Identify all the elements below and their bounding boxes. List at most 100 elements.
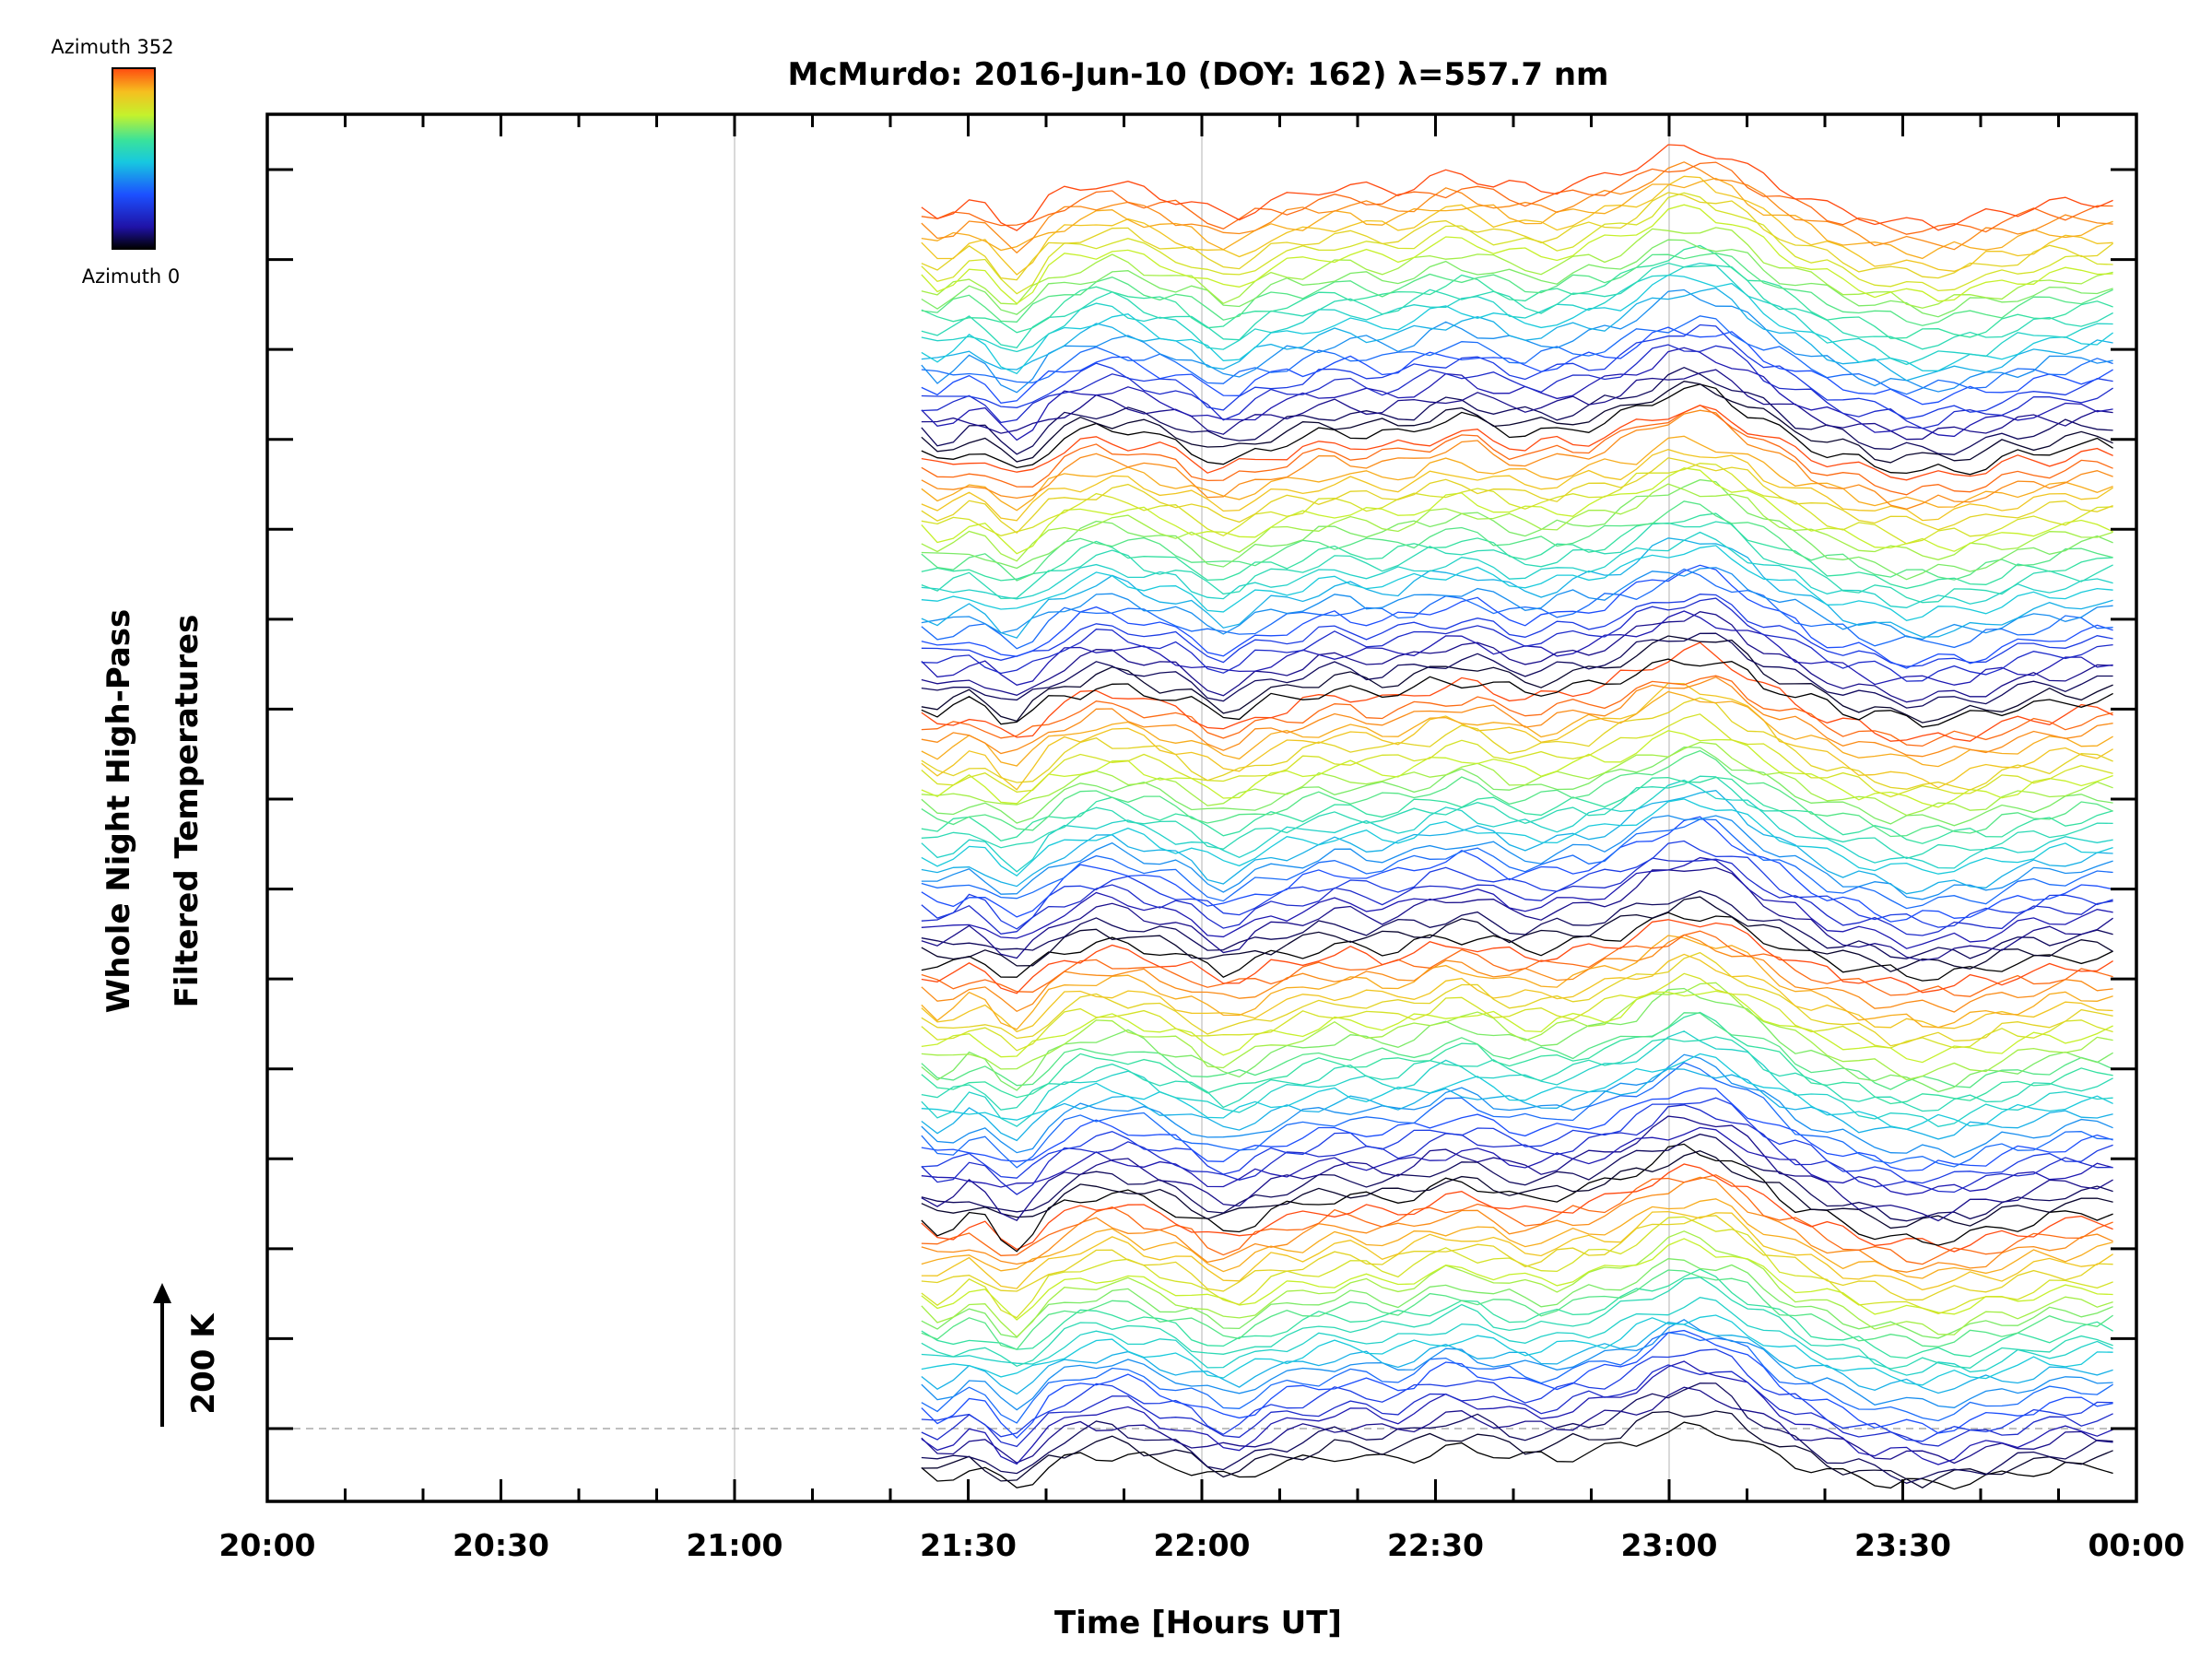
series-line-52 bbox=[921, 912, 2113, 982]
series-line-83 bbox=[921, 597, 2113, 682]
colorbar-top-label: Azimuth 352 bbox=[51, 36, 173, 58]
x-tick-labels: 20:00 20:30 21:00 21:30 22:00 22:30 23:00 23:30… bbox=[218, 1527, 2184, 1563]
series-line-124 bbox=[921, 192, 2113, 281]
x-tick-label-0: 20:00 bbox=[218, 1527, 315, 1563]
series-line-71 bbox=[921, 713, 2113, 798]
series-line-18 bbox=[921, 1238, 2113, 1321]
series-line-16 bbox=[921, 1258, 2113, 1339]
series-line-8 bbox=[921, 1332, 2113, 1424]
series-line-65 bbox=[921, 775, 2113, 860]
x-tick-label-7: 23:30 bbox=[1854, 1527, 1951, 1563]
series-line-35 bbox=[921, 1053, 2113, 1159]
series-line-48 bbox=[921, 935, 2113, 1030]
series-line-58 bbox=[921, 840, 2113, 930]
series-line-51 bbox=[921, 919, 2113, 994]
series-line-62 bbox=[921, 790, 2113, 895]
series-line-17 bbox=[921, 1230, 2113, 1338]
series-line-116 bbox=[921, 262, 2113, 366]
series-line-111 bbox=[921, 326, 2113, 406]
series-line-82 bbox=[921, 610, 2113, 687]
scale-arrow bbox=[153, 1283, 171, 1427]
series-line-80 bbox=[921, 632, 2113, 709]
series-line-33 bbox=[921, 1087, 2113, 1172]
series-line-102 bbox=[921, 404, 2113, 496]
series-line-122 bbox=[921, 204, 2113, 305]
axes bbox=[265, 112, 2138, 1503]
series-line-95 bbox=[921, 483, 2113, 562]
series-line-114 bbox=[921, 287, 2113, 382]
series-line-23 bbox=[921, 1176, 2113, 1273]
series-line-119 bbox=[921, 253, 2113, 326]
series-line-56 bbox=[921, 856, 2113, 949]
series-line-105 bbox=[921, 381, 2113, 464]
series-line-32 bbox=[921, 1097, 2113, 1184]
series-line-43 bbox=[921, 982, 2113, 1081]
series-line-69 bbox=[921, 741, 2113, 817]
series-line-115 bbox=[921, 274, 2113, 375]
series-line-59 bbox=[921, 816, 2113, 923]
scale-label: 200 K bbox=[185, 1312, 222, 1415]
series-line-29 bbox=[921, 1115, 2113, 1222]
series-line-107 bbox=[921, 369, 2113, 441]
series-line-11 bbox=[921, 1314, 2113, 1386]
x-tick-label-5: 22:30 bbox=[1387, 1527, 1484, 1563]
x-tick-label-2: 21:00 bbox=[686, 1527, 782, 1563]
series-line-41 bbox=[921, 1012, 2113, 1090]
series-line-79 bbox=[921, 635, 2113, 724]
series-line-27 bbox=[921, 1150, 2113, 1230]
series-line-9 bbox=[921, 1319, 2113, 1411]
series-line-38 bbox=[921, 1030, 2113, 1127]
series-line-127 bbox=[921, 161, 2113, 254]
chart-title: McMurdo: 2016-Jun-10 (DOY: 162) λ=557.7 … bbox=[788, 56, 1609, 93]
series-line-4 bbox=[921, 1360, 2113, 1465]
series-line-46 bbox=[921, 951, 2113, 1047]
series-line-81 bbox=[921, 611, 2113, 703]
series-line-128 bbox=[921, 161, 2113, 235]
series-line-6 bbox=[921, 1348, 2113, 1442]
series-line-49 bbox=[921, 934, 2113, 1013]
series-line-68 bbox=[921, 746, 2113, 827]
y-axis-label-line2: Filtered Temperatures bbox=[169, 615, 206, 1008]
series-line-60 bbox=[921, 818, 2113, 910]
series-line-45 bbox=[921, 972, 2113, 1052]
series-group bbox=[921, 144, 2113, 1490]
series-line-104 bbox=[921, 383, 2113, 476]
series-line-30 bbox=[921, 1126, 2113, 1195]
series-line-110 bbox=[921, 324, 2113, 419]
series-line-77 bbox=[921, 641, 2113, 742]
series-line-121 bbox=[921, 227, 2113, 309]
series-line-50 bbox=[921, 930, 2113, 997]
series-line-37 bbox=[921, 1053, 2113, 1130]
series-line-123 bbox=[921, 192, 2113, 295]
series-line-61 bbox=[921, 815, 2113, 900]
series-line-31 bbox=[921, 1104, 2113, 1195]
series-line-20 bbox=[921, 1215, 2113, 1300]
series-line-73 bbox=[921, 682, 2113, 791]
series-line-34 bbox=[921, 1062, 2113, 1169]
series-line-1 bbox=[921, 1410, 2113, 1488]
series-line-118 bbox=[921, 244, 2113, 339]
series-line-74 bbox=[921, 690, 2113, 768]
series-line-76 bbox=[921, 675, 2113, 747]
series-line-55 bbox=[921, 866, 2113, 961]
series-line-90 bbox=[921, 531, 2113, 608]
series-line-87 bbox=[921, 567, 2113, 641]
series-line-92 bbox=[921, 512, 2113, 590]
x-axis-label: Time [Hours UT] bbox=[1054, 1605, 1342, 1641]
series-line-7 bbox=[921, 1329, 2113, 1440]
series-line-14 bbox=[921, 1268, 2113, 1359]
series-line-101 bbox=[921, 409, 2113, 510]
series-line-40 bbox=[921, 1011, 2113, 1105]
series-line-15 bbox=[921, 1269, 2113, 1350]
series-line-117 bbox=[921, 262, 2113, 350]
series-line-99 bbox=[921, 449, 2113, 522]
series-line-57 bbox=[921, 857, 2113, 936]
series-line-70 bbox=[921, 730, 2113, 808]
series-line-3 bbox=[921, 1386, 2113, 1465]
series-line-66 bbox=[921, 776, 2113, 844]
series-line-12 bbox=[921, 1297, 2113, 1376]
series-line-84 bbox=[921, 594, 2113, 667]
x-tick-label-4: 22:00 bbox=[1153, 1527, 1250, 1563]
series-line-89 bbox=[921, 545, 2113, 622]
